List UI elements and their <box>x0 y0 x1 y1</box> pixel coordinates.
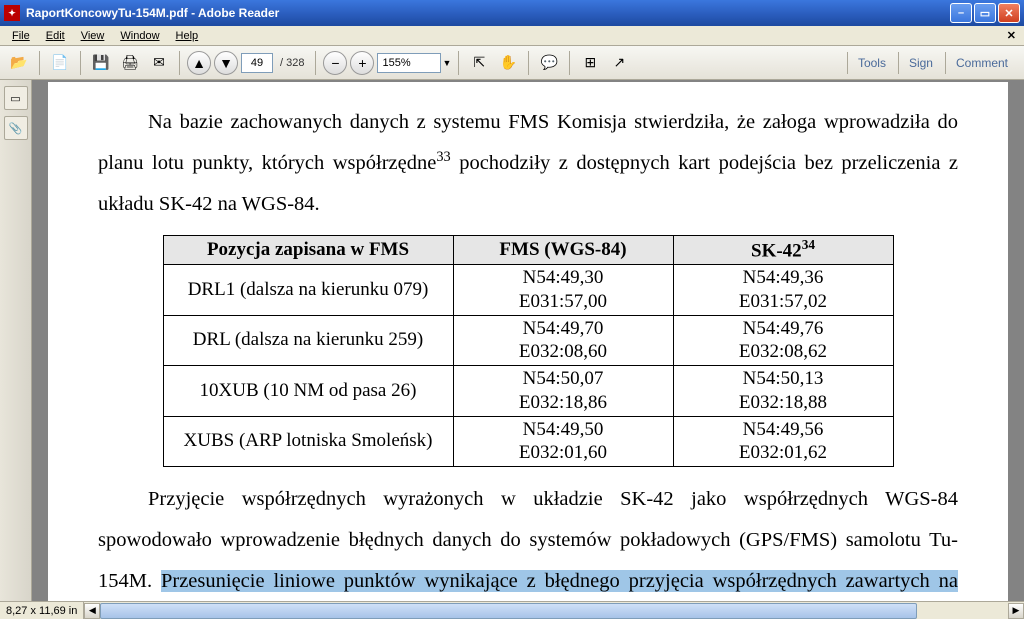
scroll-right-icon[interactable]: ▶ <box>1008 603 1024 619</box>
separator <box>458 51 459 75</box>
coordinates-table: Pozycja zapisana w FMS FMS (WGS-84) SK-4… <box>163 235 894 467</box>
col-header-fms: FMS (WGS-84) <box>453 236 673 265</box>
maximize-button[interactable]: ▭ <box>974 3 996 23</box>
scroll-left-icon[interactable]: ◀ <box>84 603 100 619</box>
print-icon[interactable]: 🖨 <box>117 50 143 76</box>
cell-sk42: N54:49,36E031:57,02 <box>673 265 893 316</box>
zoom-select[interactable] <box>377 53 441 73</box>
pdf-page: Na bazie zachowanych danych z systemu FM… <box>48 82 1008 601</box>
hand-tool-icon[interactable]: ✋ <box>495 50 521 76</box>
paragraph-2: Przyjęcie współrzędnych wyrażonych w ukł… <box>98 479 958 601</box>
cell-position: DRL (dalsza na kierunku 259) <box>163 315 453 366</box>
sidebar: ▭ 📎 <box>0 80 32 601</box>
tools-button[interactable]: Tools <box>847 52 896 74</box>
cell-fms: N54:49,70E032:08,60 <box>453 315 673 366</box>
statusbar: 8,27 x 11,69 in ◀ ▶ <box>0 601 1024 619</box>
page-number-input[interactable] <box>241 53 273 73</box>
zoom-out-icon[interactable]: − <box>323 51 347 75</box>
cell-position: DRL1 (dalsza na kierunku 079) <box>163 265 453 316</box>
menubar: File Edit View Window Help ✕ <box>0 26 1024 46</box>
comment-icon[interactable]: 💬 <box>536 50 562 76</box>
cell-fms: N54:49,30E031:57,00 <box>453 265 673 316</box>
separator <box>569 51 570 75</box>
window-controls: – ▭ ✕ <box>950 3 1020 23</box>
page-down-icon[interactable]: ▼ <box>214 51 238 75</box>
chevron-down-icon[interactable]: ▼ <box>442 58 451 68</box>
menu-items: File Edit View Window Help <box>4 28 206 44</box>
highlighted-text: Przesunięcie liniowe punktów wynikające … <box>98 570 958 601</box>
separator <box>528 51 529 75</box>
fullscreen-icon[interactable]: ↗ <box>606 50 632 76</box>
footnote-ref-33: 33 <box>436 149 450 165</box>
paragraph-1: Na bazie zachowanych danych z systemu FM… <box>98 102 958 225</box>
cell-position: XUBS (ARP lotniska Smoleńsk) <box>163 416 453 467</box>
page-total-label: / 328 <box>276 57 308 69</box>
toolbar-right: Tools Sign Comment <box>847 52 1018 74</box>
titlebar: ✦ RaportKoncowyTu-154M.pdf - Adobe Reade… <box>0 0 1024 26</box>
minimize-button[interactable]: – <box>950 3 972 23</box>
table-row: XUBS (ARP lotniska Smoleńsk)N54:49,50E03… <box>163 416 893 467</box>
select-tool-icon[interactable]: ⇱ <box>466 50 492 76</box>
window-title: RaportKoncowyTu-154M.pdf - Adobe Reader <box>26 6 950 20</box>
separator <box>179 51 180 75</box>
read-mode-icon[interactable]: ⊞ <box>577 50 603 76</box>
cell-sk42: N54:49,56E032:01,62 <box>673 416 893 467</box>
comment-button[interactable]: Comment <box>945 52 1018 74</box>
col-header-position: Pozycja zapisana w FMS <box>163 236 453 265</box>
toolbar: 📂 📄 💾 🖨 ✉ ▲ ▼ / 328 − + ▼ ⇱ ✋ 💬 ⊞ ↗ Tool… <box>0 46 1024 80</box>
menu-view[interactable]: View <box>73 28 113 44</box>
doc-close-button[interactable]: ✕ <box>1003 29 1020 42</box>
sign-button[interactable]: Sign <box>898 52 943 74</box>
page-size-label: 8,27 x 11,69 in <box>0 602 84 619</box>
content-area: ▭ 📎 Na bazie zachowanych danych z system… <box>0 80 1024 601</box>
scroll-thumb[interactable] <box>100 603 917 619</box>
email-icon[interactable]: ✉ <box>146 50 172 76</box>
separator <box>315 51 316 75</box>
save-icon[interactable]: 💾 <box>88 50 114 76</box>
horizontal-scrollbar[interactable]: ◀ ▶ <box>84 602 1024 619</box>
table-row: 10XUB (10 NM od pasa 26)N54:50,07E032:18… <box>163 366 893 417</box>
menu-file[interactable]: File <box>4 28 38 44</box>
table-row: DRL (dalsza na kierunku 259)N54:49,70E03… <box>163 315 893 366</box>
menu-window[interactable]: Window <box>112 28 167 44</box>
cell-fms: N54:49,50E032:01,60 <box>453 416 673 467</box>
export-icon[interactable]: 📄 <box>47 50 73 76</box>
thumbnails-icon[interactable]: ▭ <box>4 86 28 110</box>
separator <box>39 51 40 75</box>
cell-sk42: N54:49,76E032:08,62 <box>673 315 893 366</box>
table-header-row: Pozycja zapisana w FMS FMS (WGS-84) SK-4… <box>163 236 893 265</box>
cell-position: 10XUB (10 NM od pasa 26) <box>163 366 453 417</box>
zoom-in-icon[interactable]: + <box>350 51 374 75</box>
attachments-icon[interactable]: 📎 <box>4 116 28 140</box>
menu-edit[interactable]: Edit <box>38 28 73 44</box>
menu-help[interactable]: Help <box>168 28 207 44</box>
col-header-sk42: SK-4234 <box>673 236 893 265</box>
close-button[interactable]: ✕ <box>998 3 1020 23</box>
document-viewport[interactable]: Na bazie zachowanych danych z systemu FM… <box>32 80 1024 601</box>
open-icon[interactable]: 📂 <box>6 50 32 76</box>
cell-fms: N54:50,07E032:18,86 <box>453 366 673 417</box>
scroll-track[interactable] <box>100 603 1008 619</box>
separator <box>80 51 81 75</box>
pdf-icon: ✦ <box>4 5 20 21</box>
page-up-icon[interactable]: ▲ <box>187 51 211 75</box>
table-row: DRL1 (dalsza na kierunku 079)N54:49,30E0… <box>163 265 893 316</box>
cell-sk42: N54:50,13E032:18,88 <box>673 366 893 417</box>
